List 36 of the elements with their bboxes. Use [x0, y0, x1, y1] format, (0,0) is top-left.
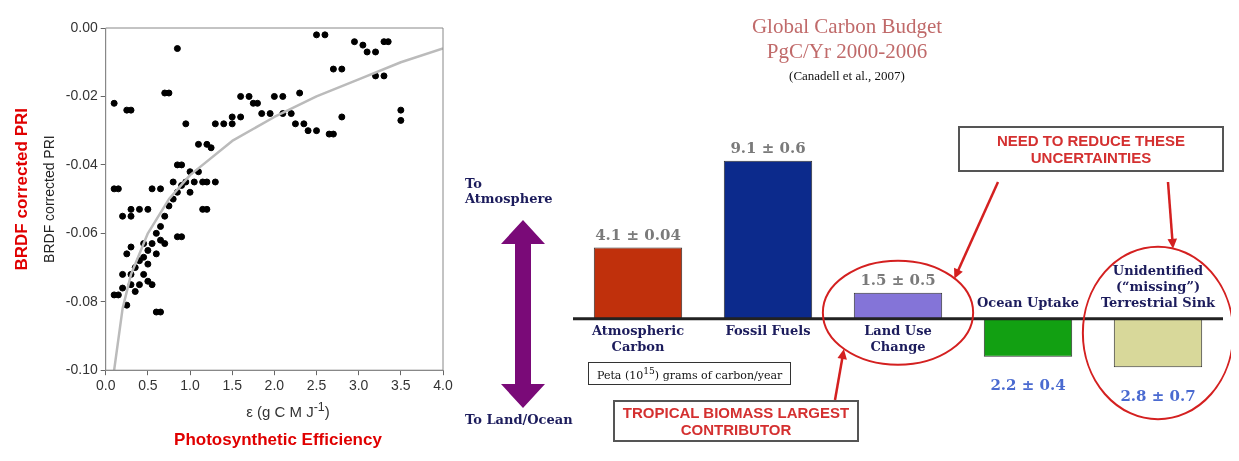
- x-tick-label: 1.0: [180, 377, 200, 394]
- y-tick-label: -0.02: [65, 87, 98, 104]
- y-axis-title: BRDF corrected PRI: [41, 135, 58, 263]
- text: Photosynthetic Efficiency: [173, 430, 383, 450]
- x-tick-label: Ocean Uptake: [976, 294, 1080, 310]
- x-tick-label: 2.5: [306, 377, 327, 394]
- x-tick-label: 0.0: [95, 377, 116, 394]
- y-tick-label: -0.10: [65, 361, 98, 378]
- annotation: NEED TO REDUCE THESE UNCERTAINTIES: [958, 126, 1224, 172]
- x-tick-label: 0.5: [138, 377, 158, 394]
- x-axis-title: ε (g C M J$^{-1}$): [245, 400, 331, 420]
- annotation: Peta (10$^{15}$) grams of carbon/year: [588, 362, 792, 385]
- chart-title: Global Carbon Budget PgC/Yr 2000-2006: [750, 14, 944, 64]
- text: 2.8 ± 0.7: [1120, 386, 1196, 405]
- y-tick-label: -0.08: [65, 292, 98, 309]
- text: BRDF corrected PRI: [12, 108, 32, 271]
- x-tick-label: 4.0: [433, 377, 453, 394]
- x-tick-label: 3.5: [391, 377, 411, 394]
- x-tick-label: 3.0: [348, 377, 369, 394]
- x-tick-label: Fossil Fuels: [725, 322, 811, 338]
- chart-subtitle: (Canadell et al., 2007): [788, 68, 906, 84]
- text: To Land/Ocean: [465, 412, 574, 427]
- x-tick-label: Atmospheric Carbon: [590, 322, 685, 354]
- text: 2.2 ± 0.4: [990, 376, 1066, 395]
- text: TROPICAL BIOMASS LARGEST CONTRIBUTOR: [613, 400, 859, 442]
- y-tick-label: -0.04: [65, 155, 98, 172]
- y-tick-label: 0.00: [70, 18, 98, 35]
- data-label: 4.1 ± 0.04: [595, 225, 681, 244]
- data-label: 9.1 ± 0.6: [730, 139, 806, 158]
- x-tick-label: Unidentified (“missing”) Terrestrial Sink: [1100, 262, 1217, 310]
- text: To Atmosphere: [465, 176, 554, 206]
- x-tick-label: 2.0: [264, 377, 285, 394]
- x-tick-label: Land Use Change: [864, 322, 932, 354]
- data-label: 1.5 ± 0.5: [860, 271, 936, 290]
- y-tick-label: -0.06: [65, 224, 98, 241]
- x-tick-label: 1.5: [222, 377, 243, 394]
